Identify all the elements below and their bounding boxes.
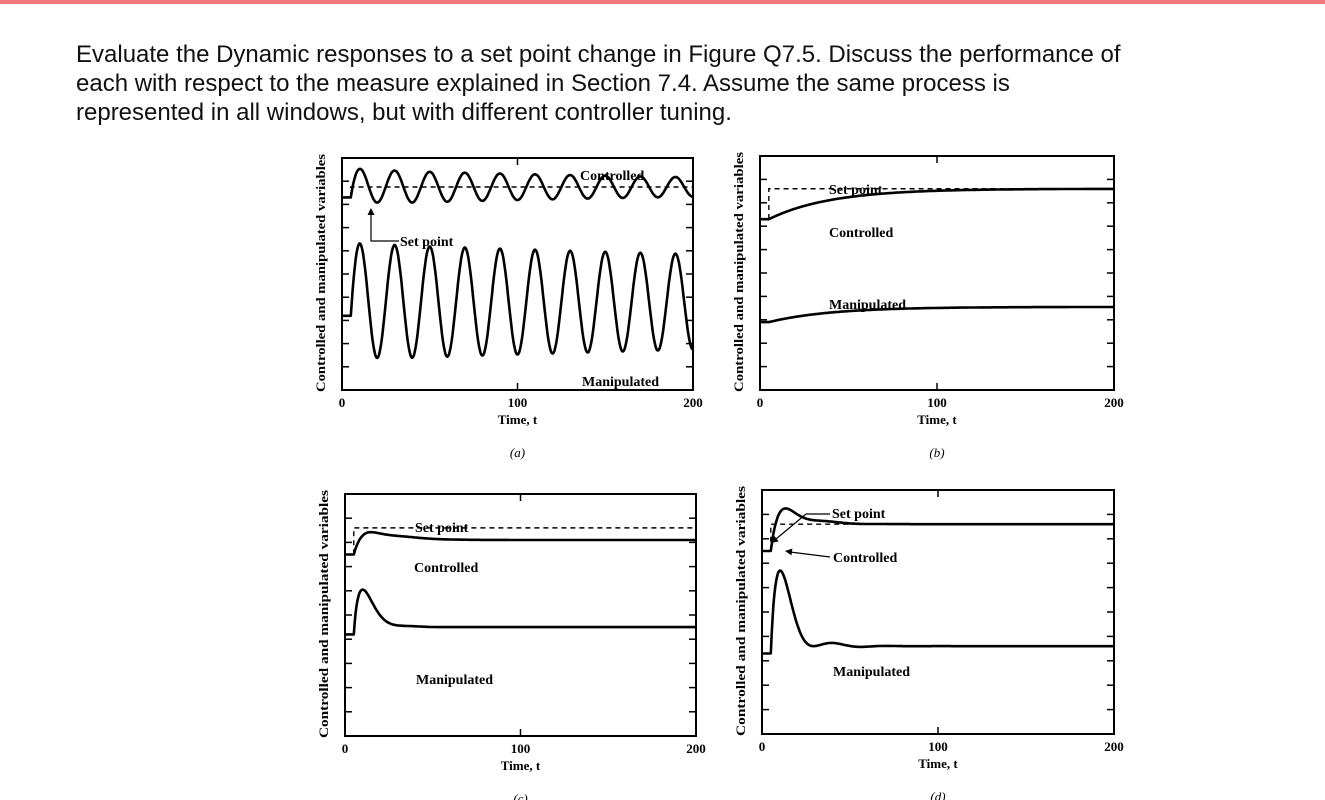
- x-tick-label: 0: [342, 741, 349, 756]
- y-axis-label: Controlled and manipulated variables: [316, 490, 331, 738]
- question-text: Evaluate the Dynamic responses to a set …: [76, 40, 1325, 127]
- leader-line: [775, 513, 830, 540]
- x-axis-label: Time, t: [498, 412, 538, 427]
- series-line-controlled: [341, 167, 694, 204]
- question-line: represented in all windows, but with dif…: [76, 99, 732, 126]
- series-line-manipulated: [341, 242, 694, 360]
- question-line: Evaluate the Dynamic responses to a set …: [76, 41, 1121, 68]
- manipulated-label: Manipulated: [416, 673, 493, 688]
- controlled-label: Controlled: [833, 551, 898, 566]
- controlled-label: Controlled: [829, 226, 894, 241]
- x-tick-label: 200: [1104, 395, 1124, 410]
- y-axis-label: Controlled and manipulated variables: [731, 152, 746, 392]
- manipulated-label: Manipulated: [829, 298, 906, 313]
- y-axis-label: Controlled and manipulated variables: [733, 486, 748, 736]
- chart-panel-c: 0 100 200 Time, t Controlled and manipulated…: [316, 490, 706, 800]
- setpoint-label: Set point: [415, 521, 469, 536]
- manipulated-label: Manipulated: [582, 375, 659, 390]
- x-tick-label: 100: [508, 395, 528, 410]
- x-tick-label: 100: [928, 739, 948, 754]
- x-tick-label: 0: [757, 395, 764, 410]
- leader-arrowhead: [771, 535, 779, 543]
- plot-frame: [344, 493, 697, 737]
- series-line-controlled: [759, 187, 1115, 221]
- question-line: each with respect to the measure explain…: [76, 70, 1010, 97]
- x-tick-label: 0: [339, 395, 346, 410]
- y-axis-label: Controlled and manipulated variables: [313, 154, 328, 392]
- x-tick-label: 200: [686, 741, 706, 756]
- x-tick-label: 200: [683, 395, 703, 410]
- panel-caption: (d): [930, 789, 945, 800]
- x-axis-label: Time, t: [918, 756, 958, 771]
- series-line-manipulated: [761, 569, 1115, 655]
- series-line-controlled: [761, 507, 1115, 553]
- chart-panel-d: 0 100 200 Time, t Controlled and manipulated…: [733, 486, 1124, 800]
- controlled-label: Controlled: [414, 561, 479, 576]
- setpoint-line: [762, 523, 1114, 552]
- chart-panel-b: 0 100 200 Time, t Controlled and manipulated…: [731, 152, 1124, 460]
- leader-line: [789, 551, 831, 558]
- plot-frame: [761, 489, 1115, 735]
- setpoint-label: Set point: [832, 507, 886, 522]
- x-tick-label: 200: [1104, 739, 1124, 754]
- setpoint-line: [342, 186, 693, 199]
- x-tick-label: 100: [511, 741, 531, 756]
- controlled-label: Controlled: [580, 169, 645, 184]
- header-rule: [0, 0, 1325, 4]
- leader-arrowhead: [785, 548, 793, 556]
- x-axis-label: Time, t: [501, 758, 541, 773]
- x-tick-label: 0: [759, 739, 766, 754]
- setpoint-label: Set point: [400, 235, 454, 250]
- x-tick-label: 100: [927, 395, 947, 410]
- panel-caption: (b): [929, 445, 944, 460]
- panel-caption: (a): [510, 445, 525, 460]
- chart-panel-a: 0 100 200 Time, t Controlled and manipulated…: [313, 154, 703, 460]
- leader-arrowhead: [367, 208, 375, 215]
- panel-caption: (c): [513, 791, 527, 800]
- series-line-manipulated: [759, 305, 1115, 324]
- leader-line: [370, 214, 399, 242]
- setpoint-label: Set point: [829, 183, 883, 198]
- manipulated-label: Manipulated: [833, 665, 910, 680]
- series-line-controlled: [344, 530, 697, 556]
- series-line-manipulated: [344, 588, 697, 636]
- x-axis-label: Time, t: [917, 412, 957, 427]
